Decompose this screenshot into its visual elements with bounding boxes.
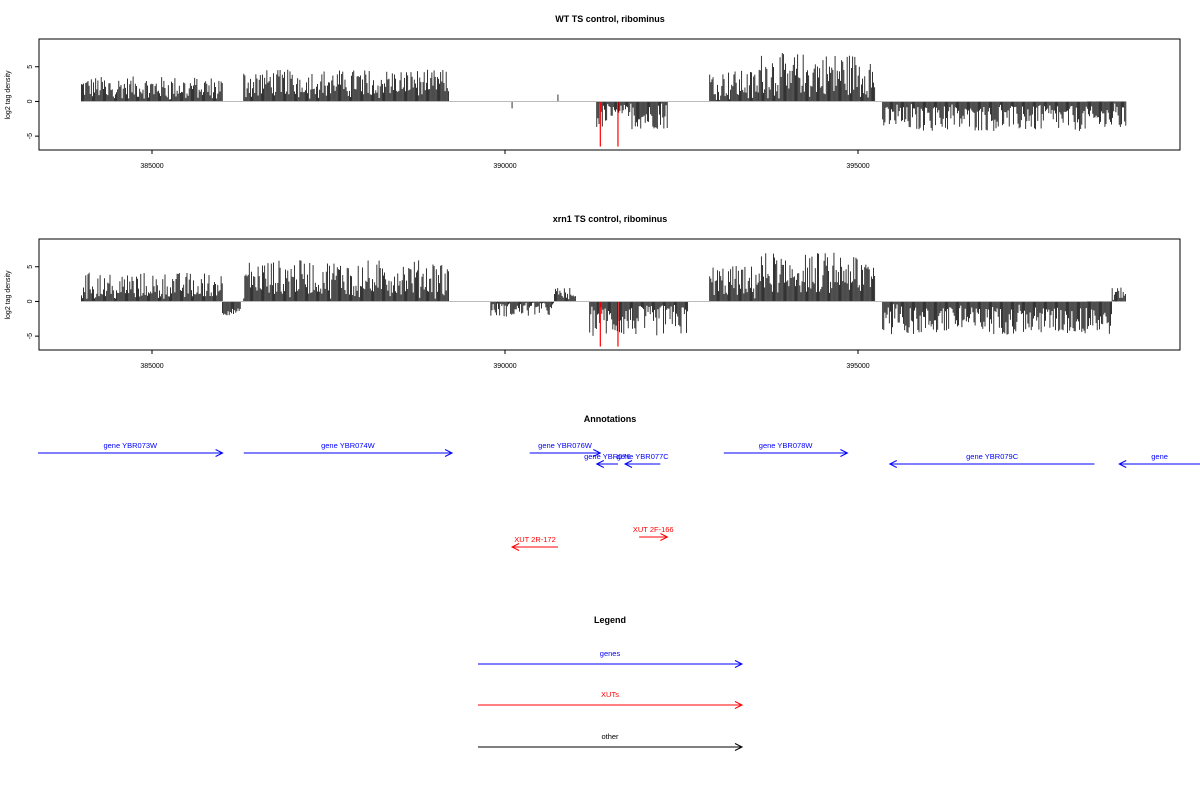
- wt-density-panel: WT TS control, ribominus log2 tag densit…: [5, 14, 1181, 170]
- annotations-panel: Annotations gene YBR073W gene YBR074W gene…: [38, 414, 1200, 551]
- gene-arrow: [888, 460, 1095, 468]
- legend-arrow-other: [478, 743, 744, 751]
- x-tick-label: 395000: [846, 363, 869, 370]
- x-tick-label: 385000: [140, 163, 163, 170]
- legend: Legend genes XUTs other: [478, 615, 744, 751]
- xut-arrow: [510, 543, 558, 551]
- legend-label: XUTs: [601, 690, 619, 699]
- x-tick-label: 385000: [140, 363, 163, 370]
- legend-items: genes XUTs other: [478, 649, 744, 751]
- wt-y-axis-label: log2 tag density: [5, 70, 12, 120]
- xrn1-highlight-bars: [599, 301, 619, 347]
- gene-arrow: [623, 460, 661, 468]
- annotation-features: gene YBR073W gene YBR074W gene YBR076W gene…: [38, 441, 1200, 551]
- gene-label: gene YBR077C: [617, 452, 670, 461]
- annotations-title: Annotations: [584, 414, 637, 424]
- gene-arrow: [1118, 460, 1200, 468]
- y-tick-label: -5: [27, 333, 34, 339]
- xrn1-bars: [81, 252, 1126, 336]
- y-tick-label: 0: [27, 299, 34, 303]
- y-tick-label: 5: [27, 65, 34, 69]
- gene-label: gene YBR078W: [759, 441, 814, 450]
- wt-highlight-bars: [599, 101, 619, 147]
- xrn1-x-ticks: 385000 390000 395000: [140, 350, 870, 370]
- y-tick-label: 0: [27, 99, 34, 103]
- x-tick-label: 390000: [493, 363, 516, 370]
- gene-arrow: [595, 460, 618, 468]
- x-tick-label: 390000: [493, 163, 516, 170]
- wt-bars: [81, 53, 1127, 131]
- gene-label: gene YBR076W: [538, 441, 593, 450]
- gene-label: gene: [1151, 452, 1168, 461]
- y-tick-label: -5: [27, 133, 34, 139]
- legend-arrow-xuts: [478, 701, 744, 709]
- xut-label: XUT 2F-166: [633, 525, 674, 534]
- gene-label: gene YBR076: [584, 452, 631, 461]
- y-tick-label: 5: [27, 265, 34, 269]
- gene-arrow: [243, 449, 454, 457]
- gene-label: gene YBR074W: [321, 441, 376, 450]
- gene-arrow: [723, 449, 849, 457]
- wt-plot-frame: [38, 38, 1181, 151]
- gene-label: gene YBR079C: [966, 452, 1019, 461]
- xrn1-density-panel: xrn1 TS control, ribominus log2 tag dens…: [5, 214, 1181, 370]
- legend-title: Legend: [594, 615, 626, 625]
- legend-label: genes: [600, 649, 621, 658]
- gene-arrow: [38, 449, 224, 457]
- xrn1-panel-title: xrn1 TS control, ribominus: [553, 214, 668, 224]
- legend-label: other: [601, 732, 619, 741]
- x-tick-label: 395000: [846, 163, 869, 170]
- xrn1-y-ticks: -5 0 5: [27, 265, 39, 339]
- gene-arrow: [529, 449, 602, 457]
- wt-x-ticks: 385000 390000 395000: [140, 150, 870, 170]
- legend-arrow-genes: [478, 660, 744, 668]
- xut-label: XUT 2R-172: [514, 535, 556, 544]
- xrn1-y-axis-label: log2 tag density: [5, 270, 12, 320]
- xut-arrow: [639, 533, 669, 541]
- xrn1-plot-frame: [38, 238, 1181, 351]
- wt-y-ticks: -5 0 5: [27, 65, 39, 139]
- gene-label: gene YBR073W: [103, 441, 158, 450]
- wt-panel-title: WT TS control, ribominus: [555, 14, 665, 24]
